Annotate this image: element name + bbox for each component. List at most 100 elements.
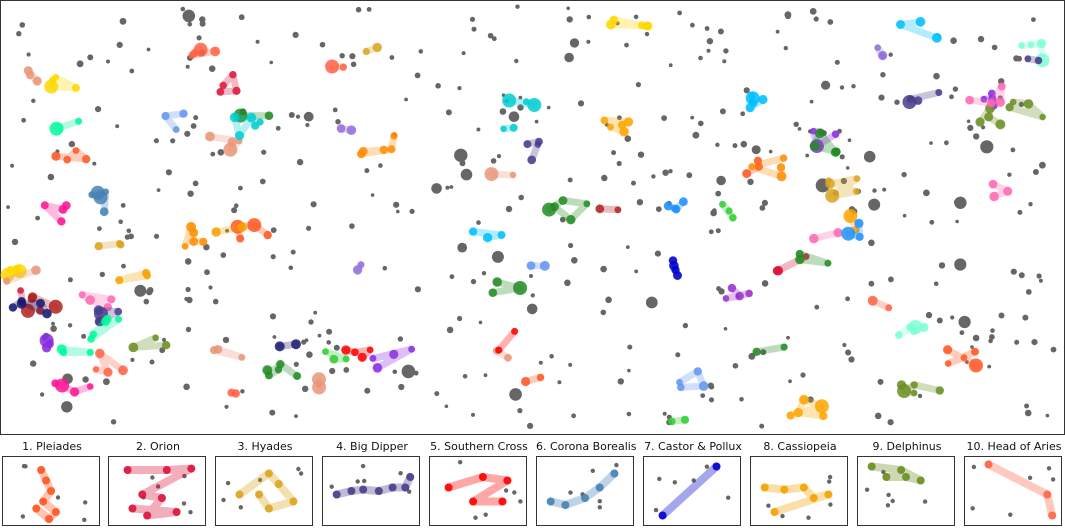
constellation-star	[186, 221, 197, 232]
constellation-star	[521, 376, 531, 387]
background-star	[509, 388, 522, 401]
background-star	[882, 187, 887, 192]
background-star	[953, 199, 958, 204]
background-star	[740, 111, 746, 117]
constellation-star	[27, 293, 37, 303]
background-star	[238, 14, 245, 21]
panel-background-star	[885, 503, 891, 508]
background-star	[977, 35, 985, 43]
constellation-star	[752, 347, 761, 356]
panel-constellation-star	[157, 494, 166, 502]
background-star	[68, 140, 76, 148]
background-star	[571, 257, 578, 264]
constellation-star	[663, 201, 673, 211]
constellation-cluster	[663, 197, 688, 214]
background-star	[333, 344, 340, 351]
background-star	[295, 114, 301, 119]
background-star	[382, 265, 388, 271]
constellation-cluster	[227, 388, 240, 398]
background-star	[981, 125, 986, 130]
background-star	[627, 344, 633, 350]
panel-constellation-star	[498, 497, 507, 506]
background-star	[668, 169, 673, 174]
background-star	[61, 401, 73, 413]
background-star	[292, 31, 299, 38]
constellation-star	[855, 232, 864, 241]
constellation-cluster	[742, 156, 763, 179]
panel-background-star	[355, 479, 360, 484]
constellation-star	[853, 188, 860, 195]
constellation-star	[17, 297, 26, 306]
constellation-star	[595, 204, 605, 214]
constellation-star	[913, 96, 923, 105]
constellation-cluster	[595, 204, 622, 214]
constellation-star	[484, 167, 499, 182]
constellation-cluster	[488, 277, 528, 298]
background-star	[717, 28, 724, 35]
constellation-star	[526, 261, 536, 270]
constellation-cluster	[357, 132, 398, 159]
panel-background-star	[55, 495, 61, 500]
constellation-cluster	[895, 320, 929, 339]
background-star	[793, 121, 799, 128]
background-star	[929, 219, 935, 225]
constellation-star	[1027, 41, 1035, 49]
background-star	[26, 52, 31, 57]
constellation-star	[86, 383, 94, 390]
panel-title: 2. Orion	[136, 440, 180, 453]
constellation-star	[895, 331, 903, 339]
background-star	[1031, 17, 1036, 22]
background-star	[499, 108, 507, 115]
panel-constellation-star	[478, 473, 487, 481]
constellation-star	[468, 227, 478, 236]
background-star	[839, 85, 845, 90]
constellation-star	[809, 233, 819, 244]
constellation-star	[274, 341, 285, 352]
constellation-cluster	[500, 123, 518, 133]
background-star	[692, 131, 700, 139]
constellation-line	[52, 147, 90, 164]
panel-background-star	[672, 480, 677, 485]
background-star	[269, 409, 276, 416]
constellation-star	[357, 149, 366, 159]
constellation-star	[960, 354, 968, 362]
constellation-star	[342, 355, 350, 363]
background-star	[668, 63, 673, 68]
constellation-cluster	[600, 116, 634, 137]
background-star	[1014, 339, 1020, 345]
background-star	[566, 16, 573, 23]
constellation-cluster	[786, 394, 829, 421]
background-star	[805, 153, 810, 158]
constellation-cluster	[719, 200, 737, 222]
background-star	[110, 419, 117, 425]
constellation-star	[389, 349, 399, 359]
panel-2: 2. Orion	[108, 440, 208, 528]
constellation-star	[776, 171, 787, 182]
constellation-star	[362, 47, 370, 56]
constellation-star	[238, 353, 246, 361]
panel-background-star	[503, 488, 509, 493]
constellation-star	[825, 178, 835, 189]
background-star	[845, 296, 850, 302]
constellation-cluster	[262, 360, 302, 380]
background-star	[739, 397, 744, 402]
background-star	[1017, 209, 1023, 215]
background-star	[50, 325, 57, 333]
background-star	[87, 54, 94, 61]
background-star	[929, 141, 933, 145]
background-star	[118, 219, 123, 225]
background-star	[204, 269, 210, 276]
background-star	[1024, 403, 1030, 409]
background-star	[349, 223, 355, 229]
constellation-cluster	[521, 373, 545, 387]
constellation-star	[237, 222, 248, 232]
background-star	[67, 277, 73, 283]
background-star	[476, 127, 481, 132]
constellation-cluster	[56, 344, 94, 357]
background-star	[715, 228, 721, 234]
panel-background-star	[238, 505, 243, 510]
background-star	[481, 271, 487, 276]
background-star	[624, 135, 632, 142]
constellation-cluster	[809, 128, 841, 157]
panel-title: 4. Big Dipper	[336, 440, 408, 453]
